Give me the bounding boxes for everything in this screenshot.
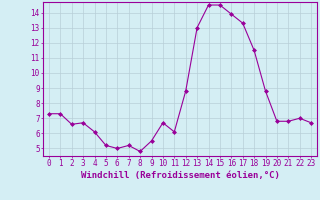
X-axis label: Windchill (Refroidissement éolien,°C): Windchill (Refroidissement éolien,°C) [81, 171, 279, 180]
